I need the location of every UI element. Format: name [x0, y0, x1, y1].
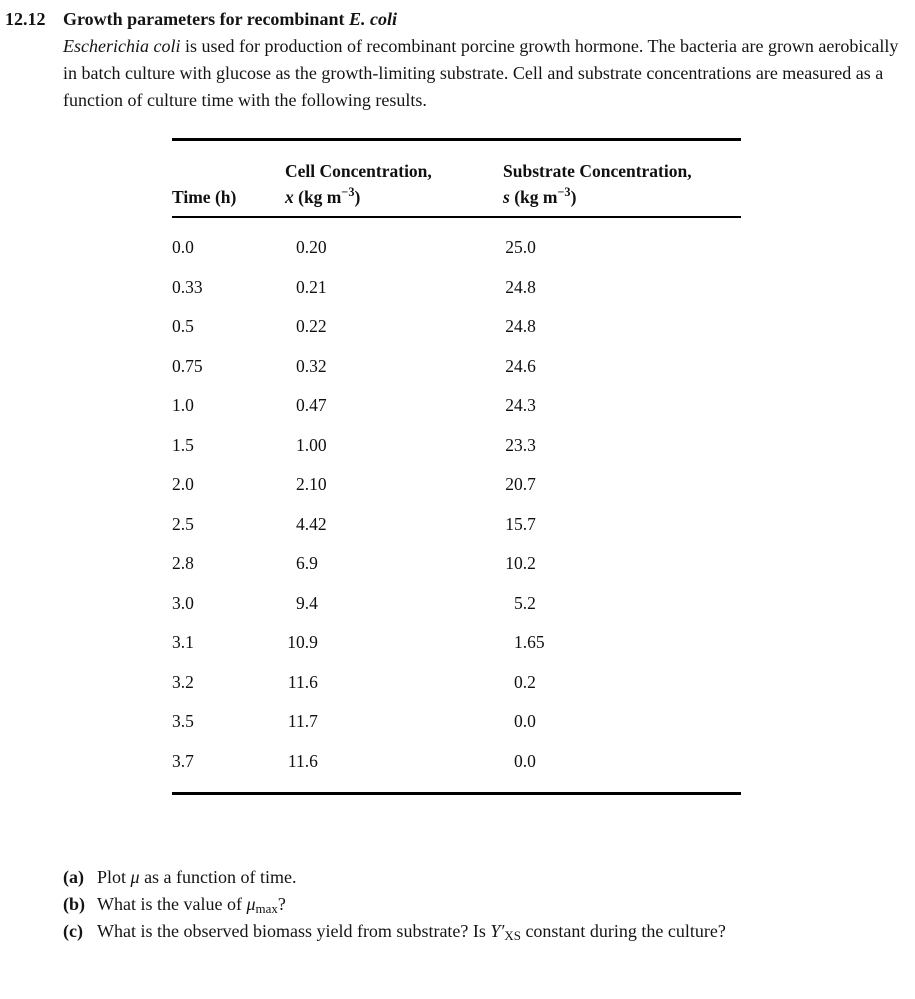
question-label: (b) [63, 894, 85, 914]
question-c: (c) What is the observed biomass yield fr… [63, 918, 909, 945]
intro-text: is used for production of recombinant po… [63, 36, 899, 110]
cell-concentration-cell: 11.6 [287, 750, 318, 771]
time-cell: 2.8 [172, 553, 194, 574]
time-cell: 3.5 [172, 711, 194, 732]
table-row: 2.8 6.9 10.2 [172, 544, 741, 584]
substrate-cell: 25.0 [505, 237, 536, 258]
cell-concentration-header-line2: x (kg m−3) [285, 184, 503, 210]
substrate-cell: 10.2 [505, 553, 536, 574]
question-a: (a) Plot μ as a function of time. [63, 864, 909, 891]
cell-concentration-header: Cell Concentration, x (kg m−3) [285, 158, 503, 210]
table-row: 3.0 9.4 5.2 [172, 584, 741, 624]
question-text: Plot μ as a function of time. [97, 867, 297, 887]
table-row: 3.1 10.9 1.65 [172, 623, 741, 663]
data-table: Time (h) Cell Concentration, x (kg m−3) … [172, 138, 741, 795]
math-symbol: μ [130, 867, 140, 887]
cell-concentration-cell: 0.47 [296, 395, 327, 416]
cell-variable: x [285, 187, 294, 207]
table-body: 0.0 0.20 25.0 0.33 0.21 24.8 0.5 0.22 24.8 0.75 0.… [172, 218, 741, 795]
cell-concentration-cell: 1.00 [296, 434, 327, 455]
problem-number: 12.12 [5, 9, 46, 29]
unit-exponent: −3 [341, 185, 355, 200]
problem-title-italic: E. coli [348, 9, 397, 29]
time-cell: 0.5 [172, 316, 194, 337]
table-row: 3.5 11.7 0.0 [172, 702, 741, 742]
cell-concentration-cell: 11.6 [287, 671, 318, 692]
cell-concentration-cell: 2.10 [296, 474, 327, 495]
substrate-cell: 15.7 [505, 513, 536, 534]
table-header: Time (h) Cell Concentration, x (kg m−3) … [172, 138, 741, 218]
table-row: 0.5 0.22 24.8 [172, 307, 741, 347]
table-row: 1.0 0.47 24.3 [172, 386, 741, 426]
question-label: (c) [63, 921, 83, 941]
time-cell: 0.0 [172, 237, 194, 258]
problem-heading: 12.12 Growth parameters for recombinant … [5, 6, 909, 32]
cell-concentration-cell: 9.4 [296, 592, 318, 613]
table-row: 0.33 0.21 24.8 [172, 268, 741, 308]
substrate-cell: 0.0 [514, 711, 536, 732]
time-cell: 0.75 [172, 355, 203, 376]
unit-text: (kg m [509, 187, 558, 207]
math-subscript: max [255, 901, 278, 917]
math-subscript: XS [504, 928, 521, 944]
time-cell: 3.7 [172, 750, 194, 771]
unit-exponent: −3 [557, 185, 571, 200]
cell-concentration-header-line1: Cell Concentration, [285, 161, 432, 181]
table-row: 0.0 0.20 25.0 [172, 228, 741, 268]
time-header: Time (h) [172, 187, 237, 207]
substrate-cell: 0.2 [514, 671, 536, 692]
time-cell: 3.2 [172, 671, 194, 692]
question-text: What is the observed biomass yield from … [97, 921, 726, 944]
substrate-cell: 24.8 [505, 316, 536, 337]
question-label: (a) [63, 867, 84, 887]
question-text: What is the value of μmax? [97, 894, 286, 917]
unit-text: (kg m [293, 187, 342, 207]
table-row: 3.2 11.6 0.2 [172, 663, 741, 703]
cell-concentration-cell: 0.32 [296, 355, 327, 376]
intro-paragraph: Escherichia coli is used for production … [63, 33, 909, 114]
substrate-variable: s [503, 187, 510, 207]
unit-close: ) [354, 187, 361, 207]
unit-close: ) [570, 187, 577, 207]
substrate-cell: 20.7 [505, 474, 536, 495]
substrate-concentration-header-line2: s (kg m−3) [503, 184, 741, 210]
substrate-cell: 0.0 [514, 750, 536, 771]
substrate-cell: 1.65 [514, 632, 545, 653]
math-symbol: Y′ [490, 921, 505, 941]
time-cell: 1.5 [172, 434, 194, 455]
substrate-concentration-header-line1: Substrate Concentration, [503, 161, 692, 181]
time-cell: 1.0 [172, 395, 194, 416]
question-b: (b) What is the value of μmax? [63, 891, 909, 918]
problem-content: Escherichia coli is used for production … [63, 33, 909, 945]
cell-concentration-cell: 6.9 [296, 553, 318, 574]
substrate-cell: 24.6 [505, 355, 536, 376]
table-row: 3.7 11.6 0.0 [172, 742, 741, 782]
math-symbol: μ [246, 894, 256, 914]
problem-title-text: Growth parameters for recombinant [63, 9, 349, 29]
substrate-cell: 5.2 [514, 592, 536, 613]
substrate-cell: 23.3 [505, 434, 536, 455]
time-cell: 0.33 [172, 276, 203, 297]
cell-concentration-cell: 11.7 [287, 711, 318, 732]
intro-italic-lead: Escherichia coli [63, 36, 181, 56]
time-cell: 3.1 [172, 632, 194, 653]
time-cell: 2.5 [172, 513, 194, 534]
questions: (a) Plot μ as a function of time. (b) What … [63, 864, 909, 945]
substrate-concentration-header: Substrate Concentration, s (kg m−3) [503, 158, 741, 210]
substrate-cell: 24.3 [505, 395, 536, 416]
cell-concentration-cell: 0.20 [296, 237, 327, 258]
problem-title: Growth parameters for recombinant E. col… [63, 6, 397, 32]
cell-concentration-cell: 0.22 [296, 316, 327, 337]
cell-concentration-cell: 10.9 [287, 632, 318, 653]
table-row: 2.0 2.10 20.7 [172, 465, 741, 505]
table-row: 2.5 4.42 15.7 [172, 505, 741, 545]
time-cell: 3.0 [172, 592, 194, 613]
substrate-cell: 24.8 [505, 276, 536, 297]
table-row: 1.5 1.00 23.3 [172, 426, 741, 466]
table-row: 0.75 0.32 24.6 [172, 347, 741, 387]
cell-concentration-cell: 0.21 [296, 276, 327, 297]
time-cell: 2.0 [172, 474, 194, 495]
cell-concentration-cell: 4.42 [296, 513, 327, 534]
